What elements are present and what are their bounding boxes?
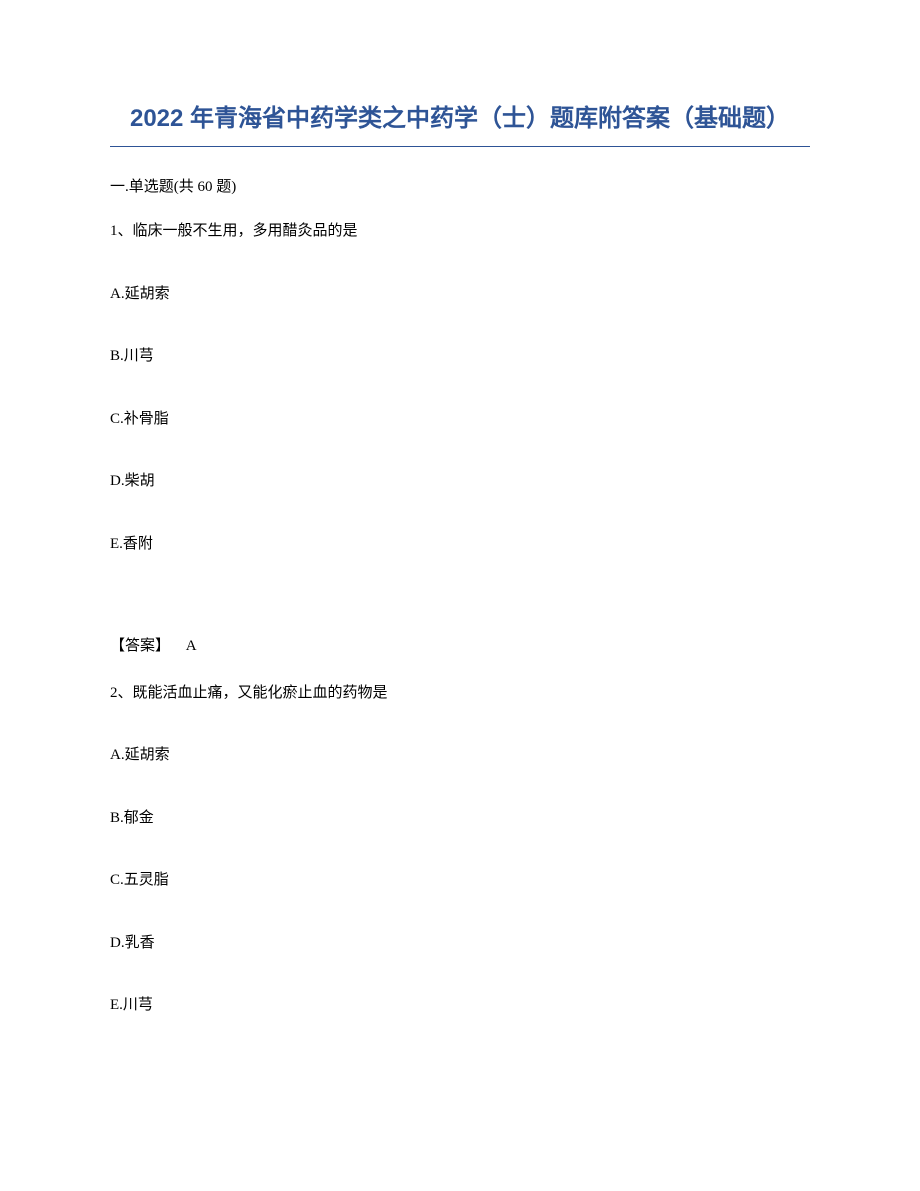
question-number: 2、 bbox=[110, 685, 133, 701]
option-label: A. bbox=[110, 286, 125, 302]
document-title: 2022 年青海省中药学类之中药学（士）题库附答案（基础题） bbox=[110, 100, 810, 138]
question-text: 临床一般不生用，多用醋灸品的是 bbox=[133, 223, 358, 239]
option-label: B. bbox=[110, 348, 124, 364]
option-a: A.延胡索 bbox=[110, 744, 810, 767]
option-a: A.延胡索 bbox=[110, 283, 810, 306]
option-b: B.郁金 bbox=[110, 807, 810, 830]
option-d: D.乳香 bbox=[110, 932, 810, 955]
option-label: D. bbox=[110, 935, 125, 951]
option-label: D. bbox=[110, 473, 125, 489]
option-text: 柴胡 bbox=[125, 473, 155, 489]
section-header: 一.单选题(共 60 题) bbox=[110, 175, 810, 196]
question-text: 既能活血止痛，又能化瘀止血的药物是 bbox=[133, 685, 388, 701]
option-label: C. bbox=[110, 872, 124, 888]
option-text: 香附 bbox=[123, 536, 153, 552]
option-label: C. bbox=[110, 411, 124, 427]
question-1: 1、临床一般不生用，多用醋灸品的是 A.延胡索 B.川芎 C.补骨脂 D.柴胡 … bbox=[110, 220, 810, 658]
option-text: 延胡索 bbox=[125, 747, 170, 763]
answer-block: 【答案】 A bbox=[110, 635, 810, 658]
option-text: 川芎 bbox=[124, 348, 154, 364]
option-text: 郁金 bbox=[124, 810, 154, 826]
option-text: 乳香 bbox=[125, 935, 155, 951]
option-c: C.补骨脂 bbox=[110, 408, 810, 431]
option-label: E. bbox=[110, 536, 123, 552]
option-e: E.香附 bbox=[110, 533, 810, 556]
option-text: 补骨脂 bbox=[124, 411, 169, 427]
question-stem: 1、临床一般不生用，多用醋灸品的是 bbox=[110, 220, 810, 243]
option-text: 川芎 bbox=[123, 997, 153, 1013]
option-label: E. bbox=[110, 997, 123, 1013]
option-c: C.五灵脂 bbox=[110, 869, 810, 892]
question-2: 2、既能活血止痛，又能化瘀止血的药物是 A.延胡索 B.郁金 C.五灵脂 D.乳… bbox=[110, 682, 810, 1017]
answer-value: A bbox=[186, 638, 197, 654]
question-number: 1、 bbox=[110, 223, 133, 239]
option-d: D.柴胡 bbox=[110, 470, 810, 493]
question-stem: 2、既能活血止痛，又能化瘀止血的药物是 bbox=[110, 682, 810, 705]
answer-label: 【答案】 bbox=[110, 638, 170, 654]
option-text: 五灵脂 bbox=[124, 872, 169, 888]
option-text: 延胡索 bbox=[125, 286, 170, 302]
option-b: B.川芎 bbox=[110, 345, 810, 368]
title-divider bbox=[110, 146, 810, 147]
option-label: B. bbox=[110, 810, 124, 826]
option-e: E.川芎 bbox=[110, 994, 810, 1017]
option-label: A. bbox=[110, 747, 125, 763]
